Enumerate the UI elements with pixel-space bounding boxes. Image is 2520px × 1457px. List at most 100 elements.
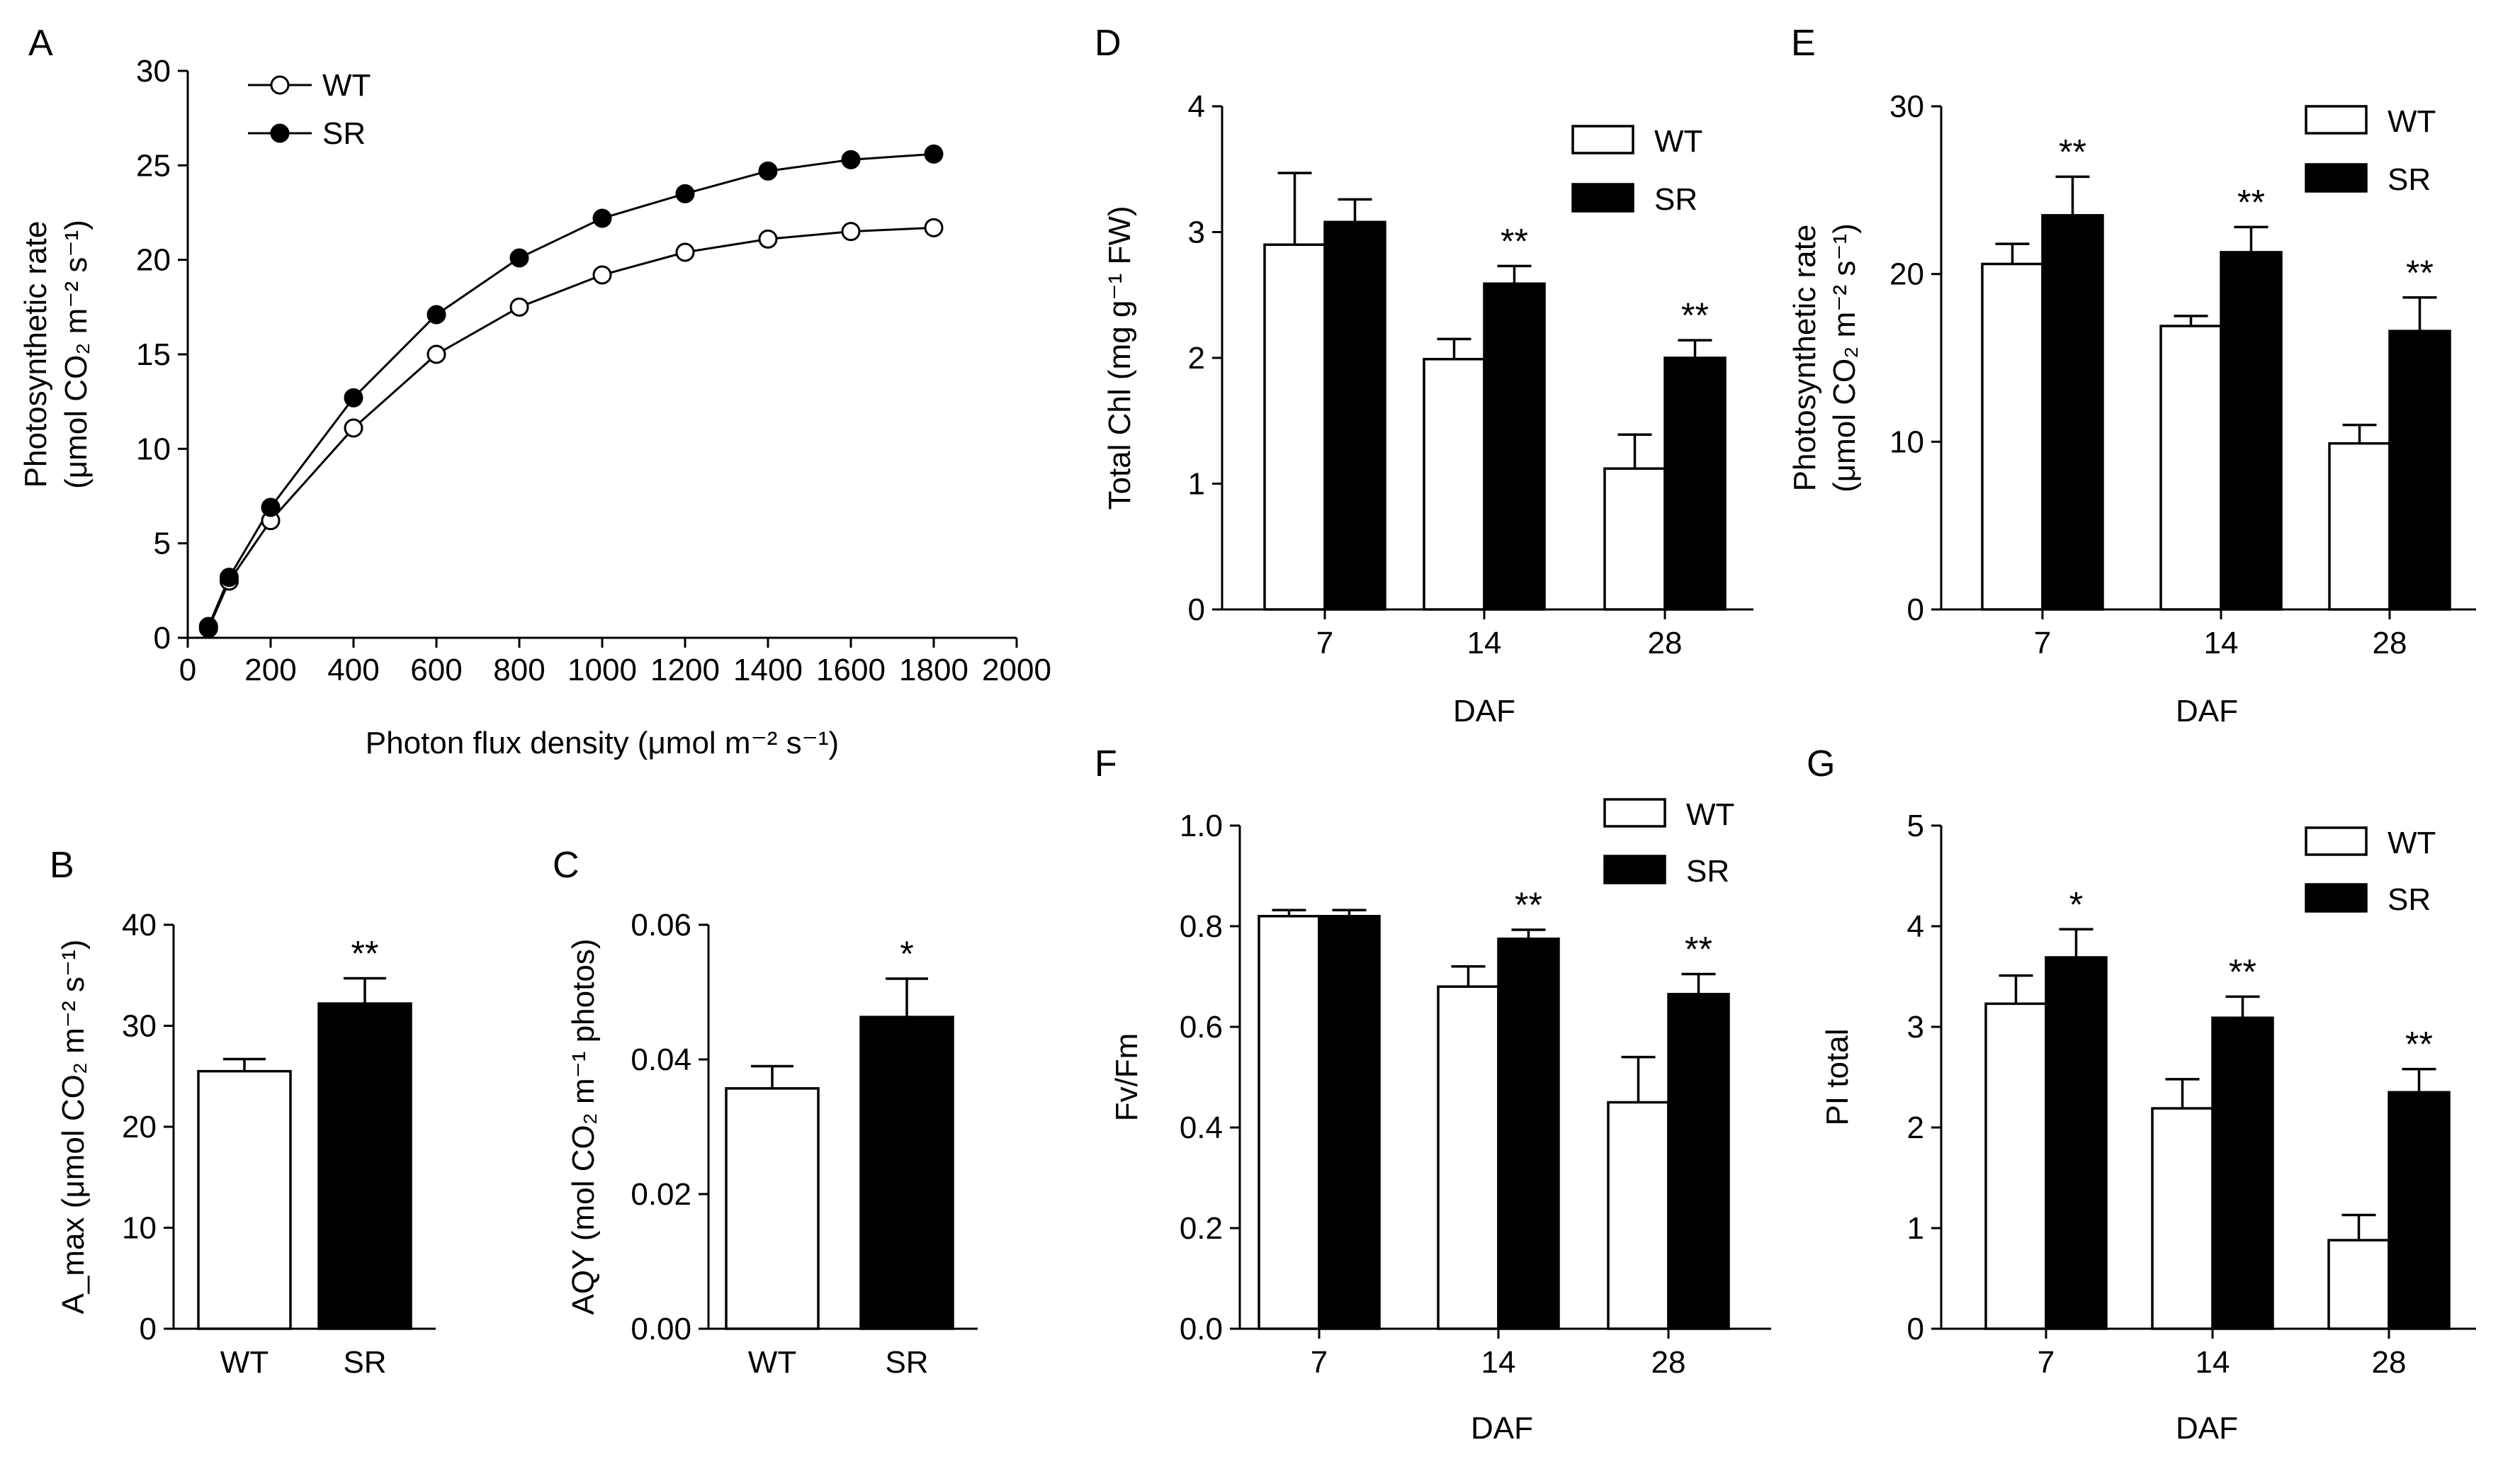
panel-a-x-tick-label: 600 [410,653,462,687]
panel-a-x-tick-label: 200 [244,653,296,687]
panel-f-x-axis-label: DAF [1471,1411,1533,1446]
panel-f-y-tick-label: 0.4 [1180,1110,1223,1145]
panel-g-bar-wt-14 [2151,1107,2214,1330]
panel-e-legend-sr-label: SR [2388,162,2431,197]
panel-d-y-tick-label: 2 [1188,341,1205,376]
panel-d-bar-sr-7 [1323,220,1386,611]
panel-d-bar-sr-28 [1663,356,1727,611]
panel-a-point-wt [758,229,778,249]
panel-g-legend-wt-label: WT [2388,826,2436,860]
panel-f-legend: WT SR [1603,797,1734,889]
panel-d-significance-label: ** [1501,221,1528,261]
panel-d-bar-wt-28 [1603,467,1666,611]
panel-a-y-tick-label: 30 [136,54,171,89]
panel-d-ticks: 0 1 2 3 4 7 14 28 [1188,89,1683,660]
panel-g-bar-sr-28 [2388,1091,2451,1330]
panel-d-x-tick-label: 14 [1467,626,1502,660]
panel-c-y-tick-label: 0.04 [631,1042,691,1077]
panel-f-bar-sr-14 [1497,938,1560,1330]
panel-a-point-sr [261,497,281,517]
panel-e-legend: WT SR [2305,104,2436,197]
panel-a-point-sr [344,388,363,407]
panel-d-x-tick-label: 28 [1648,626,1683,660]
panel-a-legend-wt-label: WT [322,68,371,103]
panel-b-x-tick-label: SR [343,1345,386,1380]
panel-a-legend: WT SR [248,68,371,151]
panel-g-y-tick-label: 3 [1907,1010,1924,1045]
panel-e-y-tick-label: 0 [1907,592,1924,627]
panel-e-legend-wt-label: WT [2388,104,2436,139]
panel-d-x-axis-label: DAF [1453,694,1515,728]
panel-b-significance-label: ** [351,934,379,974]
panel-c-y-tick-label: 0.00 [631,1312,691,1346]
panel-a-y-tick-label: 0 [154,621,171,656]
panel-d-bar-sr-14 [1483,282,1546,611]
panel-a-x-tick-label: 2000 [982,653,1051,687]
panel-a-point-sr [758,161,778,181]
panel-f-x-tick-label: 7 [1311,1345,1328,1380]
panel-a-point-wt [675,242,695,262]
panel-b-y-tick-label: 0 [140,1312,157,1346]
panel-f-y-axis-label: Fv/Fm [1109,1033,1144,1122]
panel-g-bar-wt-28 [2327,1239,2390,1330]
panel-a-point-wt [344,418,363,438]
panel-b-y-axis-label: A_max (μmol CO₂ m⁻² s⁻¹) [56,940,91,1315]
panel-letter-g: G [1807,743,1835,784]
panel-a-point-sr [592,208,612,228]
panel-a-x-tick-label: 1000 [567,653,637,687]
panel-letter-e: E [1791,23,1816,64]
panel-e-y-tick-label: 10 [1889,424,1924,459]
panel-g-y-tick-label: 1 [1907,1211,1924,1246]
panel-c-bar-wt [725,1087,820,1330]
panel-d-marks: ** ** [1263,171,1727,611]
panel-e-bar-sr-7 [2041,214,2104,611]
panel-f-marks: ** ** [1258,885,1730,1330]
panel-a-point-wt [426,344,446,364]
panel-b-x-tick-label: WT [220,1345,269,1380]
panel-c-bar-sr [859,1016,954,1330]
panel-d-legend: WT SR [1571,124,1702,217]
panel-a-y-axis-label-line1: Photosynthetic rate [18,221,53,488]
panel-f-legend-sr-swatch [1603,855,1666,884]
panel-g-x-tick-label: 7 [2038,1345,2055,1380]
panel-e-legend-sr-swatch [2305,163,2368,193]
panel-a-legend-sr-label: SR [322,116,366,151]
panel-a-series-wt-line [207,226,934,629]
panel-f-x-tick-label: 28 [1651,1345,1686,1380]
panel-f-y-tick-label: 0.8 [1180,909,1223,944]
panel-b-y-tick-label: 30 [122,1009,157,1044]
panel-b-y-tick-label: 20 [122,1110,157,1144]
panel-e-y-axis-label-line2: (μmol CO₂ m⁻² s⁻¹) [1827,223,1862,493]
panel-g-y-tick-label: 2 [1907,1110,1924,1145]
panel-c-marks: * [725,934,954,1330]
panel-a-legend-wt-marker [270,75,290,95]
panel-d-bar-wt-7 [1263,243,1326,611]
panel-a-point-sr [220,568,239,587]
panel-d-legend-wt-swatch [1571,125,1634,154]
panel-f-bar-sr-28 [1667,993,1730,1330]
panel-d-y-axis-label: Total Chl (mg g⁻¹ FW) [1102,206,1137,510]
panel-f-significance-label: ** [1685,929,1712,969]
panel-g-legend: WT SR [2305,826,2436,917]
panel-f-bar-wt-7 [1258,915,1321,1330]
panel-d-y-tick-label: 4 [1188,89,1205,124]
panel-d-legend-sr-swatch [1571,183,1634,213]
panel-a-x-tick-label: 800 [493,653,545,687]
panel-e-bar-sr-14 [2220,251,2283,611]
panel-a-x-tick-label: 1800 [899,653,968,687]
panel-b-bar-sr [317,1002,412,1330]
panel-d-y-tick-label: 1 [1188,467,1205,502]
panel-e-marks: ** ** ** [1981,132,2451,611]
panel-g-legend-sr-label: SR [2388,882,2431,917]
panel-f-legend-sr-label: SR [1686,854,1729,889]
panel-e-y-tick-label: 20 [1889,257,1924,292]
panel-a-point-sr [509,248,529,268]
panel-f-bar-wt-28 [1607,1101,1670,1330]
panel-f-legend-wt-swatch [1603,798,1666,828]
panel-c-y-axis-label: AQY (mol CO₂ m⁻¹ photos) [566,939,601,1315]
panel-a-x-tick-label: 1400 [733,653,803,687]
panel-e-x-axis-label: DAF [2176,694,2238,728]
panel-c-x-tick-label: WT [748,1345,796,1380]
panel-a-point-wt [509,297,529,317]
panel-a-y-tick-label: 15 [136,337,171,372]
